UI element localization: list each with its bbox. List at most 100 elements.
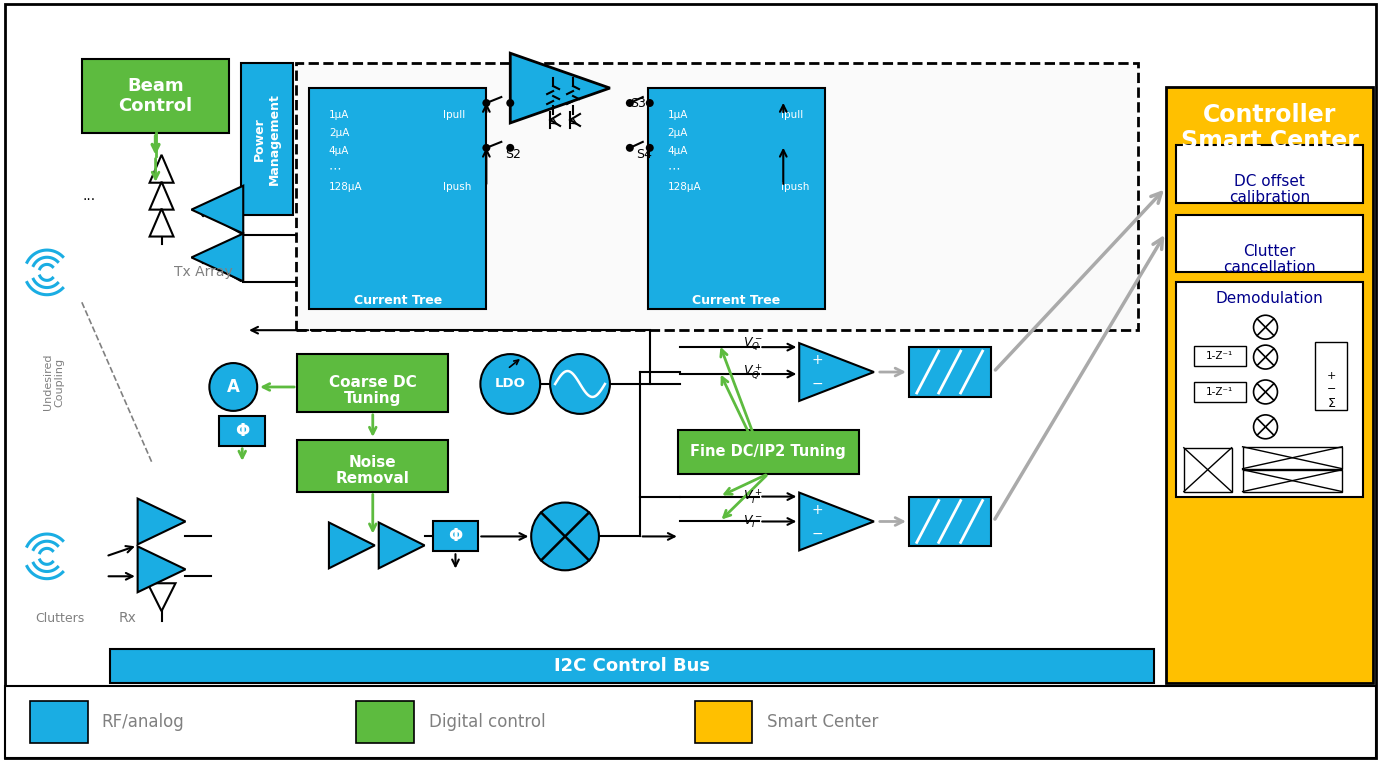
- Text: −: −: [1327, 384, 1336, 394]
- Bar: [909, 347, 991, 397]
- Bar: [109, 649, 1154, 683]
- Text: Smart Center: Smart Center: [767, 712, 879, 731]
- Text: $V_Q^-$: $V_Q^-$: [744, 335, 763, 353]
- Bar: [1176, 283, 1363, 497]
- Text: Clutters: Clutters: [36, 612, 84, 625]
- Text: Coarse DC: Coarse DC: [329, 376, 416, 390]
- Text: LDO: LDO: [495, 377, 525, 390]
- Bar: [297, 440, 449, 491]
- Circle shape: [482, 144, 491, 152]
- Text: RF/analog: RF/analog: [102, 712, 185, 731]
- Bar: [1176, 145, 1363, 203]
- Polygon shape: [149, 181, 174, 210]
- Bar: [433, 521, 478, 552]
- Text: S3: S3: [630, 97, 645, 110]
- Text: Undesired
Coupling: Undesired Coupling: [43, 354, 65, 410]
- Bar: [1166, 87, 1374, 683]
- Circle shape: [506, 144, 514, 152]
- Text: Removal: Removal: [336, 471, 409, 486]
- Polygon shape: [329, 523, 375, 568]
- Text: calibration: calibration: [1229, 190, 1310, 205]
- Text: ⋯: ⋯: [668, 162, 680, 175]
- Circle shape: [481, 354, 540, 414]
- Circle shape: [209, 363, 257, 411]
- Text: Φ: Φ: [448, 527, 463, 546]
- Bar: [82, 59, 229, 133]
- Circle shape: [645, 99, 654, 107]
- Text: ⋯: ⋯: [329, 162, 341, 175]
- Bar: [695, 701, 752, 743]
- Polygon shape: [799, 492, 873, 550]
- Circle shape: [1253, 345, 1277, 369]
- Bar: [648, 88, 825, 309]
- Text: 2μA: 2μA: [329, 128, 350, 138]
- Polygon shape: [149, 209, 174, 236]
- Text: 1μA: 1μA: [668, 110, 688, 120]
- Polygon shape: [138, 498, 185, 544]
- Text: DC offset: DC offset: [1234, 174, 1305, 189]
- Polygon shape: [192, 186, 243, 233]
- Text: Σ: Σ: [1327, 398, 1335, 411]
- Circle shape: [550, 354, 609, 414]
- Text: 4μA: 4μA: [668, 146, 688, 156]
- Circle shape: [1253, 415, 1277, 439]
- Text: Power
Management: Power Management: [253, 93, 281, 185]
- Circle shape: [626, 144, 634, 152]
- Polygon shape: [148, 583, 176, 611]
- Text: Current Tree: Current Tree: [354, 294, 442, 307]
- Text: Rx: Rx: [119, 611, 137, 625]
- Text: 128μA: 128μA: [329, 181, 362, 192]
- Bar: [1316, 342, 1347, 410]
- Bar: [1176, 215, 1363, 272]
- Text: 128μA: 128μA: [668, 181, 701, 192]
- Bar: [909, 497, 991, 546]
- Bar: [297, 354, 449, 412]
- Circle shape: [626, 99, 634, 107]
- Text: cancellation: cancellation: [1223, 260, 1316, 275]
- Bar: [677, 430, 860, 474]
- Text: Current Tree: Current Tree: [692, 294, 781, 307]
- Text: Ipull: Ipull: [781, 110, 803, 120]
- Circle shape: [1253, 380, 1277, 404]
- Text: Fine DC/IP2 Tuning: Fine DC/IP2 Tuning: [691, 444, 846, 459]
- Bar: [296, 63, 1137, 330]
- Text: Smart Center: Smart Center: [1180, 129, 1359, 153]
- Text: Clutter: Clutter: [1244, 244, 1296, 259]
- Polygon shape: [799, 343, 873, 401]
- Text: $V_I^+$: $V_I^+$: [744, 487, 763, 506]
- Polygon shape: [379, 523, 424, 568]
- Bar: [1242, 469, 1342, 491]
- Text: Controller: Controller: [1202, 103, 1336, 127]
- Text: S2: S2: [506, 149, 521, 162]
- Bar: [30, 701, 88, 743]
- Bar: [355, 701, 413, 743]
- Text: Ipull: Ipull: [442, 110, 464, 120]
- Circle shape: [645, 144, 654, 152]
- Bar: [1242, 447, 1342, 469]
- Text: A: A: [227, 378, 239, 396]
- Text: 1-Z⁻¹: 1-Z⁻¹: [1206, 387, 1233, 397]
- Text: I2C Control Bus: I2C Control Bus: [554, 657, 710, 675]
- Polygon shape: [510, 53, 609, 123]
- Bar: [1194, 346, 1245, 366]
- Text: +: +: [1327, 371, 1336, 381]
- Circle shape: [531, 503, 598, 570]
- Text: ...: ...: [83, 189, 95, 203]
- Text: Noise: Noise: [350, 455, 397, 470]
- Text: +: +: [811, 353, 822, 367]
- Text: Φ: Φ: [235, 422, 249, 440]
- Bar: [6, 686, 1376, 757]
- Bar: [310, 88, 486, 309]
- Text: Ipush: Ipush: [442, 181, 471, 192]
- Text: Tx Array: Tx Array: [174, 265, 232, 280]
- Text: 2μA: 2μA: [668, 128, 688, 138]
- Bar: [1194, 382, 1245, 402]
- Polygon shape: [138, 546, 185, 592]
- Bar: [220, 416, 265, 446]
- Text: −: −: [811, 527, 822, 540]
- Circle shape: [482, 99, 491, 107]
- Bar: [242, 63, 293, 215]
- Text: $V_I^-$: $V_I^-$: [744, 514, 763, 530]
- Text: 1μA: 1μA: [329, 110, 350, 120]
- Circle shape: [1253, 315, 1277, 339]
